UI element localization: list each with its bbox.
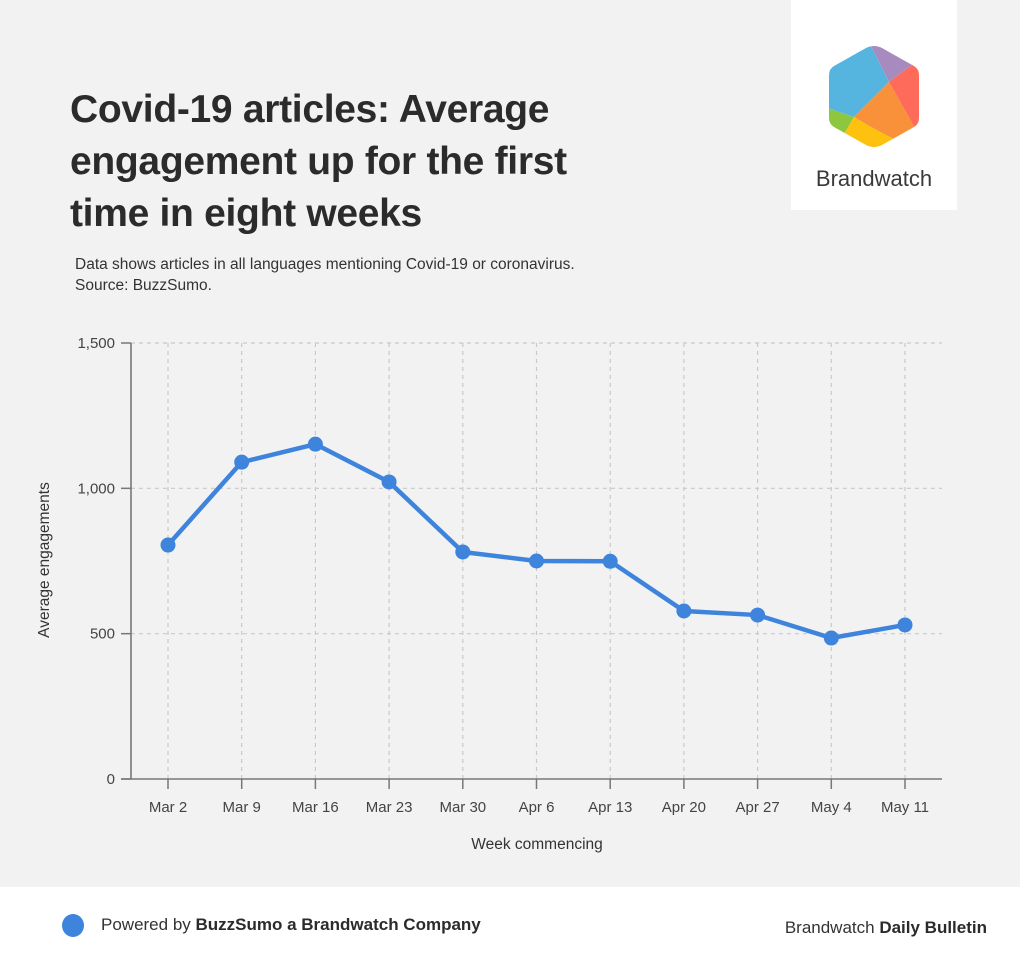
x-tick-label: May 11 [881, 799, 929, 816]
footer: Powered by BuzzSumo a Brandwatch Company… [0, 887, 1020, 963]
data-point [602, 553, 618, 569]
data-point [455, 544, 471, 560]
brandwatch-logo-text: Brandwatch [815, 166, 933, 191]
subtitle-description: Data shows articles in all languages men… [75, 256, 575, 273]
bulletin-prefix: Brandwatch [784, 918, 880, 937]
x-tick-label: Apr 13 [588, 799, 632, 816]
data-point [897, 617, 913, 633]
footer-dot-icon [62, 914, 84, 937]
powered-by-prefix: Powered by [101, 915, 196, 934]
data-point [676, 603, 692, 619]
x-tick-label: Mar 23 [366, 799, 413, 816]
powered-by-text: Powered by BuzzSumo a Brandwatch Company [101, 915, 481, 935]
x-tick-label: Apr 27 [735, 799, 779, 816]
data-point [307, 436, 323, 452]
daily-bulletin-text: Brandwatch Daily Bulletin [785, 918, 987, 938]
bulletin-brand: Daily Bulletin [879, 918, 987, 937]
data-point [823, 630, 839, 646]
x-axis-title: Week commencing [471, 836, 603, 853]
tick-labels: 0 500 1,000 1,500 Mar 2 Mar 9 Mar 16 Mar 23 Mar … [77, 335, 929, 816]
data-point [234, 454, 250, 470]
logo-segment-red [889, 60, 919, 132]
x-tick-label: Apr 20 [662, 799, 706, 816]
x-tick-label: Mar 30 [439, 799, 486, 816]
powered-by-brand: BuzzSumo a Brandwatch Company [195, 915, 481, 934]
chart-title: Covid-19 articles: Average engagement up… [70, 88, 567, 235]
axes [121, 342, 942, 789]
logo-segment-orange [854, 82, 916, 142]
brandwatch-logo-card: Brandwatch [791, 0, 957, 210]
x-tick-label: May 4 [811, 799, 852, 816]
x-tick-label: Mar 9 [223, 799, 261, 816]
y-tick-label: 1,500 [77, 335, 115, 352]
data-point [381, 474, 397, 490]
y-tick-label: 500 [90, 626, 115, 643]
y-axis-title: Average engagements [36, 482, 53, 638]
data-point [750, 607, 766, 623]
y-tick-label: 0 [107, 771, 115, 788]
x-tick-label: Apr 6 [519, 799, 555, 816]
brandwatch-hexagon-logo-icon [829, 46, 919, 147]
x-tick-label: Mar 16 [292, 799, 339, 816]
chart-subtitle: Data shows articles in all languages men… [75, 254, 575, 296]
subtitle-source: Source: BuzzSumo. [75, 277, 212, 294]
y-tick-label: 1,000 [77, 480, 115, 497]
data-point [529, 553, 544, 569]
line-chart: 0 500 1,000 1,500 Mar 2 Mar 9 Mar 16 Mar 23 Mar … [36, 335, 942, 853]
series-layer [160, 436, 913, 646]
x-tick-label: Mar 2 [149, 799, 187, 816]
data-point [160, 537, 176, 553]
